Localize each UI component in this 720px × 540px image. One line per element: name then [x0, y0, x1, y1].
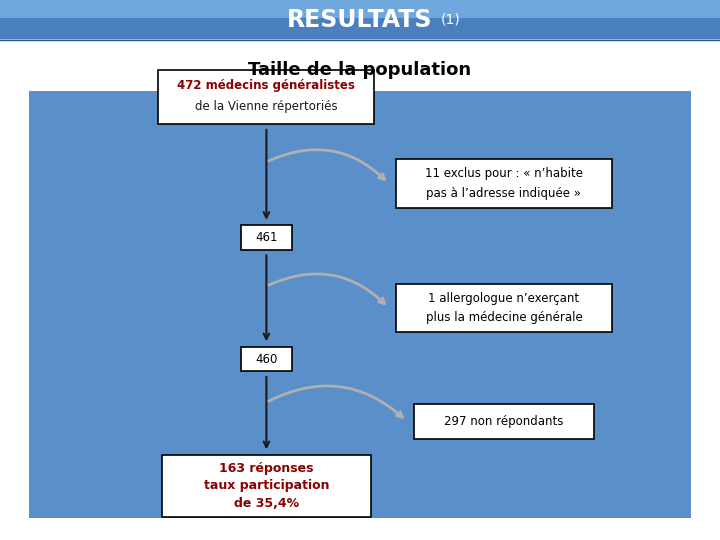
Text: 1 allergologue n’exerçant: 1 allergologue n’exerçant — [428, 292, 580, 305]
Text: (1): (1) — [441, 13, 460, 27]
Text: 297 non répondants: 297 non répondants — [444, 415, 564, 428]
Text: pas à l’adresse indiquée »: pas à l’adresse indiquée » — [426, 187, 582, 200]
FancyBboxPatch shape — [396, 284, 612, 332]
FancyBboxPatch shape — [0, 22, 720, 40]
Text: plus la médecine générale: plus la médecine générale — [426, 311, 582, 324]
FancyBboxPatch shape — [241, 347, 292, 372]
Text: 163 réponses: 163 réponses — [219, 462, 314, 475]
Text: 11 exclus pour : « n’habite: 11 exclus pour : « n’habite — [425, 167, 583, 180]
FancyBboxPatch shape — [0, 0, 720, 40]
FancyBboxPatch shape — [29, 91, 691, 518]
Text: 461: 461 — [255, 231, 278, 244]
Text: de 35,4%: de 35,4% — [234, 497, 299, 510]
Text: Taille de la population: Taille de la population — [248, 60, 472, 79]
Text: 460: 460 — [255, 353, 278, 366]
FancyBboxPatch shape — [414, 404, 594, 438]
FancyBboxPatch shape — [158, 70, 374, 124]
FancyBboxPatch shape — [241, 225, 292, 249]
Text: RESULTATS: RESULTATS — [287, 8, 433, 32]
Text: de la Vienne répertoriés: de la Vienne répertoriés — [195, 100, 338, 113]
FancyBboxPatch shape — [0, 40, 720, 540]
FancyBboxPatch shape — [162, 455, 371, 517]
Text: 472 médecins généralistes: 472 médecins généralistes — [177, 79, 356, 92]
FancyBboxPatch shape — [0, 0, 720, 18]
Text: taux participation: taux participation — [204, 480, 329, 492]
FancyBboxPatch shape — [396, 159, 612, 208]
